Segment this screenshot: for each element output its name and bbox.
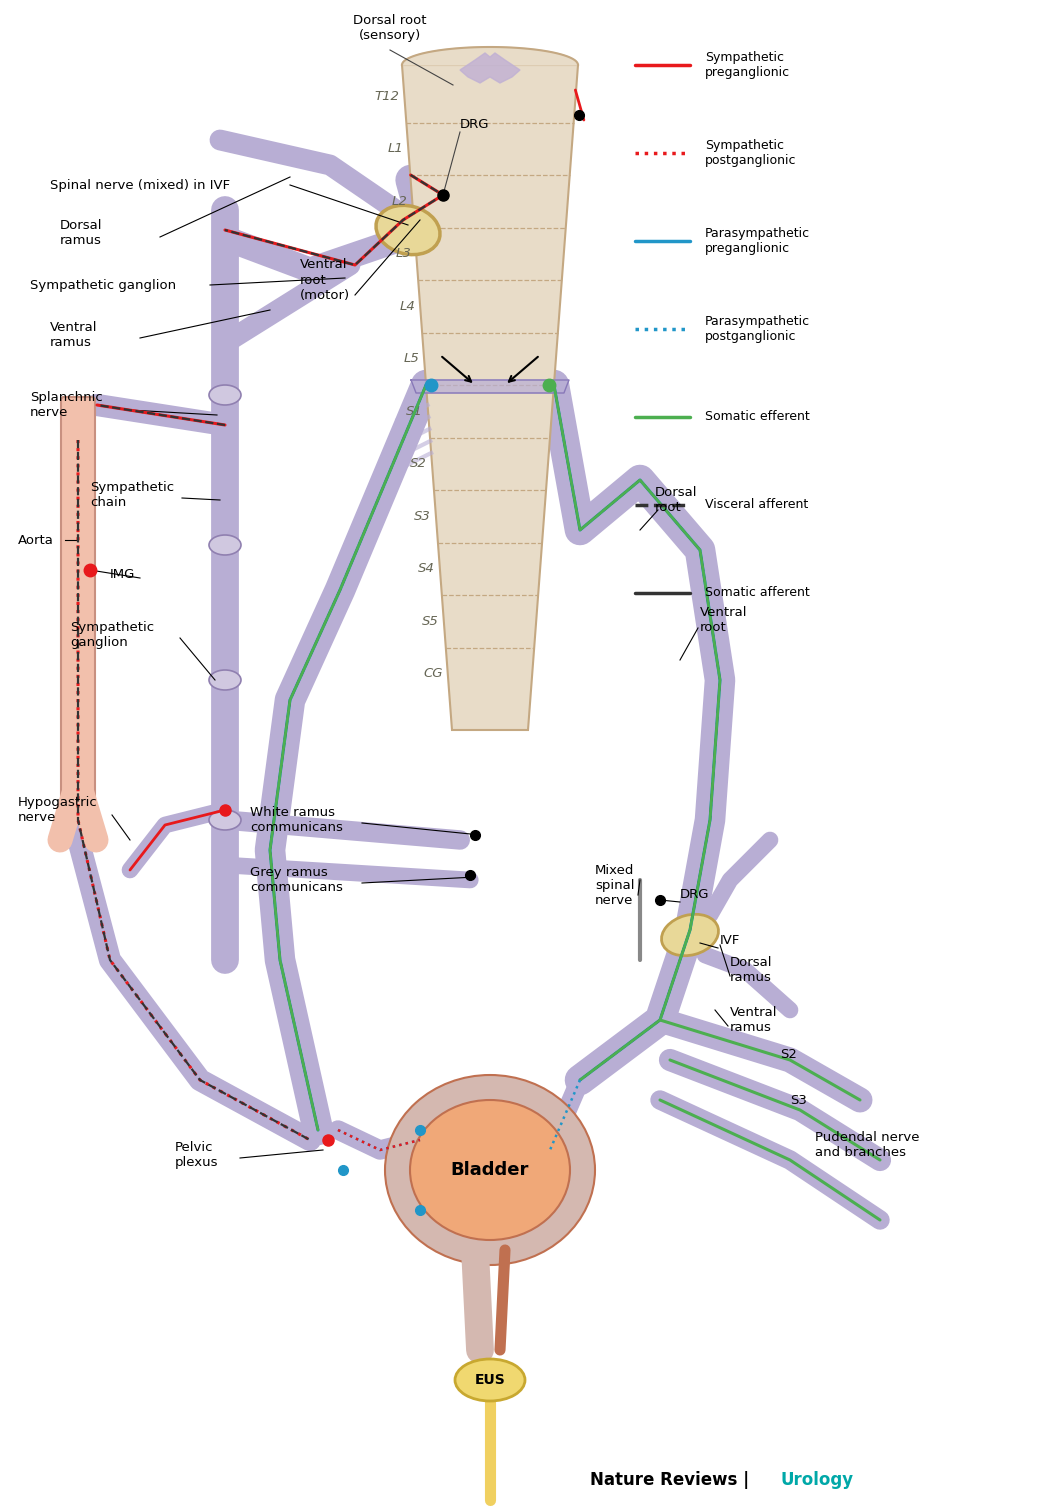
Text: L4: L4 bbox=[399, 299, 415, 313]
Text: Visceral afferent: Visceral afferent bbox=[705, 499, 808, 512]
Ellipse shape bbox=[209, 385, 242, 405]
Text: L2: L2 bbox=[392, 195, 407, 207]
Text: Ventral
ramus: Ventral ramus bbox=[50, 320, 98, 349]
Text: Parasympathetic
preganglionic: Parasympathetic preganglionic bbox=[705, 227, 811, 255]
Text: DRG: DRG bbox=[460, 118, 489, 131]
Text: S1: S1 bbox=[406, 405, 423, 417]
Ellipse shape bbox=[662, 914, 718, 956]
Text: Sympathetic
postganglionic: Sympathetic postganglionic bbox=[705, 139, 797, 168]
Text: S4: S4 bbox=[418, 562, 435, 576]
Text: S5: S5 bbox=[422, 615, 439, 627]
Text: DRG: DRG bbox=[680, 888, 710, 902]
Text: Dorsal
root: Dorsal root bbox=[655, 487, 697, 514]
Text: T12: T12 bbox=[375, 89, 399, 103]
Text: Pudendal nerve
and branches: Pudendal nerve and branches bbox=[815, 1132, 920, 1159]
Text: Hypogastric
nerve: Hypogastric nerve bbox=[18, 796, 98, 823]
Ellipse shape bbox=[209, 669, 242, 691]
Text: Dorsal root
(sensory): Dorsal root (sensory) bbox=[353, 14, 426, 42]
Text: S2: S2 bbox=[411, 458, 427, 470]
Ellipse shape bbox=[385, 1074, 595, 1265]
Text: Somatic efferent: Somatic efferent bbox=[705, 411, 810, 423]
Text: Sympathetic ganglion: Sympathetic ganglion bbox=[30, 278, 176, 292]
Text: L3: L3 bbox=[396, 248, 412, 260]
Text: Grey ramus
communicans: Grey ramus communicans bbox=[250, 866, 343, 895]
Text: Aorta: Aorta bbox=[18, 533, 54, 547]
Polygon shape bbox=[411, 379, 569, 393]
Text: S3: S3 bbox=[790, 1094, 806, 1106]
Text: White ramus
communicans: White ramus communicans bbox=[250, 805, 343, 834]
Text: Spinal nerve (mixed) in IVF: Spinal nerve (mixed) in IVF bbox=[50, 178, 230, 192]
Text: Parasympathetic
postganglionic: Parasympathetic postganglionic bbox=[705, 314, 811, 343]
Ellipse shape bbox=[376, 205, 440, 255]
Ellipse shape bbox=[209, 810, 242, 830]
Text: Nature Reviews |: Nature Reviews | bbox=[590, 1472, 755, 1488]
Text: Bladder: Bladder bbox=[450, 1160, 529, 1179]
Text: CG: CG bbox=[423, 668, 443, 680]
Text: IVF: IVF bbox=[720, 934, 740, 946]
Text: IMG: IMG bbox=[110, 568, 135, 582]
Text: L5: L5 bbox=[403, 352, 419, 366]
Polygon shape bbox=[402, 47, 578, 65]
Text: Mixed
spinal
nerve: Mixed spinal nerve bbox=[595, 863, 634, 907]
Text: Sympathetic
chain: Sympathetic chain bbox=[90, 480, 174, 509]
Ellipse shape bbox=[455, 1358, 525, 1401]
Text: Urology: Urology bbox=[780, 1472, 853, 1488]
Text: Sympathetic
ganglion: Sympathetic ganglion bbox=[70, 621, 154, 650]
Text: Ventral
ramus: Ventral ramus bbox=[730, 1006, 777, 1034]
Text: Sympathetic
preganglionic: Sympathetic preganglionic bbox=[705, 51, 790, 79]
Ellipse shape bbox=[410, 1100, 570, 1241]
Text: EUS: EUS bbox=[475, 1373, 505, 1387]
Text: Ventral
root
(motor): Ventral root (motor) bbox=[300, 258, 350, 302]
Polygon shape bbox=[402, 65, 578, 730]
Text: Ventral
root: Ventral root bbox=[700, 606, 748, 635]
Text: Somatic afferent: Somatic afferent bbox=[705, 586, 810, 600]
Text: S2: S2 bbox=[780, 1049, 797, 1062]
Text: Splanchnic
nerve: Splanchnic nerve bbox=[30, 391, 103, 419]
Ellipse shape bbox=[209, 535, 242, 555]
Polygon shape bbox=[460, 53, 520, 83]
Text: L1: L1 bbox=[387, 142, 403, 156]
Text: Dorsal
ramus: Dorsal ramus bbox=[730, 956, 773, 984]
Text: Pelvic
plexus: Pelvic plexus bbox=[175, 1141, 218, 1170]
FancyBboxPatch shape bbox=[61, 397, 94, 823]
Text: Dorsal
ramus: Dorsal ramus bbox=[60, 219, 103, 246]
Text: S3: S3 bbox=[414, 509, 430, 523]
